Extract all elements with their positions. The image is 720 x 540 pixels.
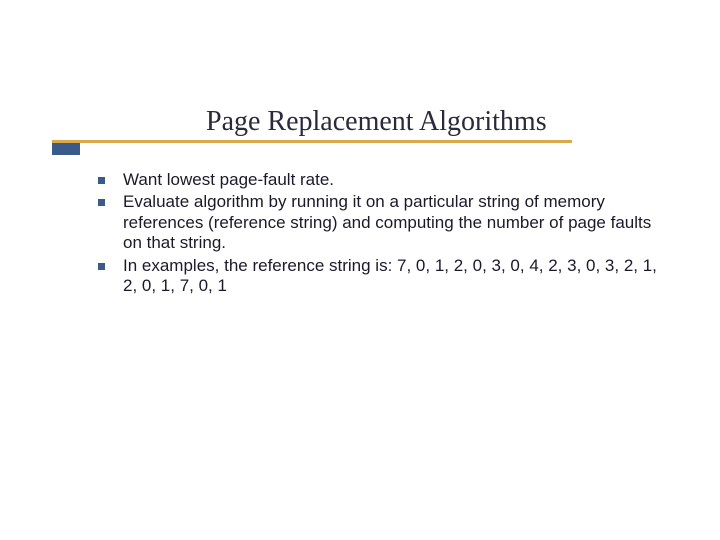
slide-title: Page Replacement Algorithms [206, 106, 547, 138]
title-accent-bar-long [52, 140, 572, 143]
square-bullet-icon [98, 177, 105, 184]
list-item: Want lowest page-fault rate. [98, 170, 658, 190]
bullet-list: Want lowest page-fault rate. Evaluate al… [98, 170, 658, 296]
bullet-text: Evaluate algorithm by running it on a pa… [123, 192, 658, 253]
square-bullet-icon [98, 263, 105, 270]
square-bullet-icon [98, 199, 105, 206]
list-item: In examples, the reference string is: 7,… [98, 256, 658, 297]
list-item: Evaluate algorithm by running it on a pa… [98, 192, 658, 253]
title-accent-bar-short [52, 143, 80, 155]
bullet-text: Want lowest page-fault rate. [123, 170, 658, 190]
slide: Page Replacement Algorithms Want lowest … [0, 0, 720, 540]
bullet-text: In examples, the reference string is: 7,… [123, 256, 658, 297]
title-area: Page Replacement Algorithms [52, 106, 668, 150]
content-area: Want lowest page-fault rate. Evaluate al… [98, 170, 658, 298]
